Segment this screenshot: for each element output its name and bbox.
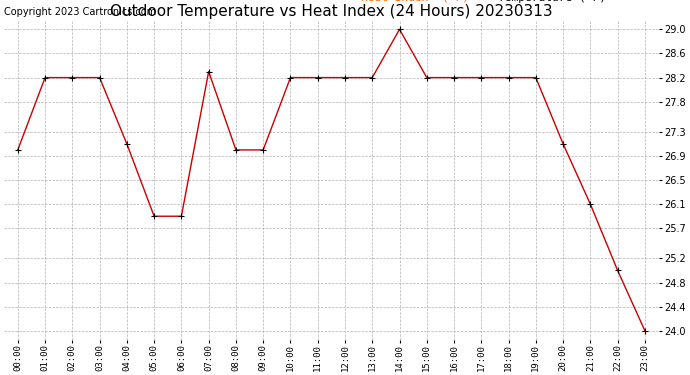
Text: Copyright 2023 Cartronics.com: Copyright 2023 Cartronics.com bbox=[4, 7, 157, 16]
Title: Outdoor Temperature vs Heat Index (24 Hours) 20230313: Outdoor Temperature vs Heat Index (24 Ho… bbox=[110, 4, 553, 19]
Text: Heat Index  (°F): Heat Index (°F) bbox=[361, 0, 469, 3]
Text: Temperature (°F): Temperature (°F) bbox=[498, 0, 607, 3]
